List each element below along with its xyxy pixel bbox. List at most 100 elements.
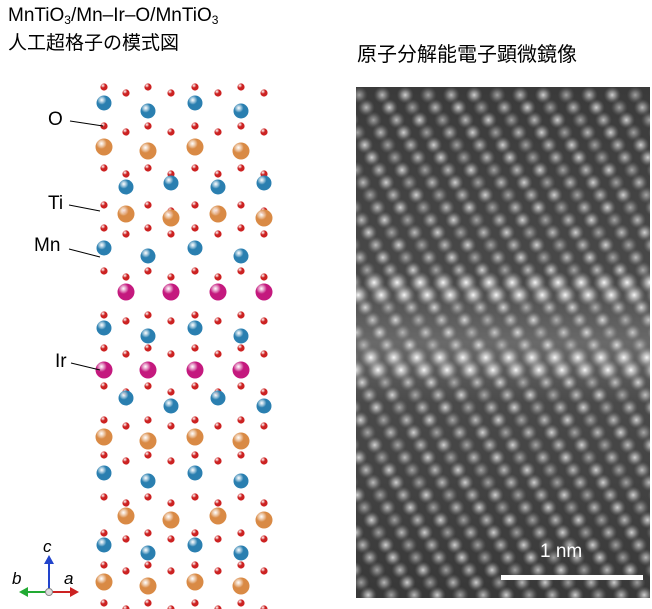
stem-image-canvas: [356, 87, 650, 598]
atomic-column-spot: [567, 224, 585, 241]
oxygen-label: O: [48, 109, 63, 130]
atomic-column-spot: [485, 161, 503, 179]
atomic-column-spot: [460, 199, 478, 216]
oxygen-atom: [237, 529, 245, 537]
atomic-column-spot: [621, 199, 639, 216]
oxygen-atom: [191, 83, 199, 91]
atomic-column-spot: [380, 99, 398, 116]
atomic-column-spot: [433, 474, 451, 491]
manganese-atom: [210, 390, 226, 406]
oxygen-atom: [100, 201, 108, 209]
oxygen-atom: [237, 599, 245, 607]
atomic-column-spot: [439, 161, 457, 179]
atomic-column-spot: [597, 236, 615, 254]
atomic-column-spot: [356, 174, 372, 191]
atomic-column-spot: [561, 174, 579, 191]
atomic-column-spot: [448, 299, 466, 316]
scale-bar: [501, 575, 643, 580]
atomic-column-spot: [607, 536, 625, 554]
atomic-column-spot: [538, 536, 556, 554]
atomic-column-spot: [568, 186, 586, 204]
atomic-column-spot: [465, 449, 483, 466]
atomic-column-spot: [378, 499, 396, 516]
atomic-column-spot: [603, 87, 621, 104]
atomic-column-spot: [457, 111, 474, 129]
oxygen-atom: [191, 529, 199, 537]
atomic-column-spot: [502, 474, 520, 491]
atomic-column-spot: [589, 586, 607, 598]
atomic-column-spot: [491, 374, 509, 391]
titanium-atom: [186, 428, 204, 446]
atomic-column-spot: [487, 124, 505, 141]
atomic-column-spot: [453, 186, 471, 204]
atomic-column-spot: [568, 549, 586, 566]
atomic-column-spot: [540, 136, 558, 154]
atomic-column-spot: [463, 486, 481, 504]
atomic-column-spot: [463, 324, 481, 341]
atomic-column-spot: [444, 574, 462, 591]
atomic-column-spot: [506, 199, 524, 216]
atomic-column-spot: [393, 161, 411, 179]
atomic-column-spot: [482, 399, 500, 416]
atomic-column-spot: [442, 449, 460, 466]
atomic-column-spot: [420, 249, 438, 266]
oxygen-atom: [167, 230, 175, 238]
atomic-column-spot: [501, 311, 519, 329]
oxygen-atom: [191, 561, 199, 569]
atomic-column-spot: [364, 311, 381, 329]
oxygen-atom: [237, 267, 245, 275]
atomic-column-spot: [396, 449, 414, 466]
atomic-column-spot: [418, 124, 436, 141]
atomic-column-spot: [356, 437, 361, 453]
atomic-column-spot: [402, 299, 420, 316]
atomic-column-spot: [534, 449, 552, 466]
atomic-column-spot: [631, 499, 649, 516]
atomic-column-spot: [585, 499, 603, 516]
atomic-column-spot: [614, 549, 632, 566]
oxygen-atom: [122, 535, 130, 543]
oxygen-atom: [100, 529, 108, 537]
schematic-title: MnTiO3/Mn–Ir–O/MnTiO3 人工超格子の模式図: [8, 4, 218, 56]
oxygen-atom: [191, 451, 199, 459]
atomic-column-spot: [581, 249, 599, 266]
atomic-column-spot: [383, 224, 401, 241]
atomic-column-spot: [367, 236, 385, 254]
manganese-atom: [256, 398, 272, 414]
atomic-column-spot: [377, 174, 395, 191]
iridium-atom: [95, 361, 113, 379]
manganese-atom: [140, 103, 156, 119]
oxygen-atom: [144, 122, 152, 130]
atomic-column-spot: [626, 449, 644, 466]
atomic-column-spot: [593, 311, 611, 329]
oxygen-atom: [237, 311, 245, 319]
atomic-column-spot: [394, 324, 412, 341]
atomic-column-spot: [422, 374, 440, 391]
oxygen-atom: [122, 170, 130, 178]
oxygen-atom: [260, 457, 268, 465]
atomic-column-spot: [640, 474, 650, 491]
oxygen-atom: [144, 344, 152, 352]
atomic-column-spot: [417, 324, 435, 341]
atomic-column-spot: [472, 99, 490, 116]
atomic-column-spot: [401, 499, 419, 516]
oxygen-atom: [100, 122, 108, 130]
atomic-column-spot: [587, 461, 605, 479]
atomic-column-spot: [409, 511, 426, 529]
atomic-column-spot: [636, 386, 650, 404]
atomic-column-spot: [554, 524, 572, 541]
oxygen-atom: [167, 273, 175, 281]
atomic-column-spot: [488, 449, 506, 466]
oxygen-atom: [260, 605, 268, 609]
atomic-column-spot: [639, 511, 650, 529]
titanium-atom: [186, 573, 204, 591]
titanium-atom: [162, 209, 180, 227]
titanium-atom: [95, 573, 113, 591]
atomic-column-spot: [600, 524, 618, 541]
titanium-atom: [232, 577, 250, 595]
atomic-column-spot: [357, 99, 375, 116]
atomic-column-spot: [475, 224, 493, 241]
oxygen-atom: [122, 89, 130, 97]
atomic-column-spot: [577, 161, 595, 179]
atomic-column-spot: [512, 411, 530, 429]
atomic-column-spot: [532, 324, 550, 341]
